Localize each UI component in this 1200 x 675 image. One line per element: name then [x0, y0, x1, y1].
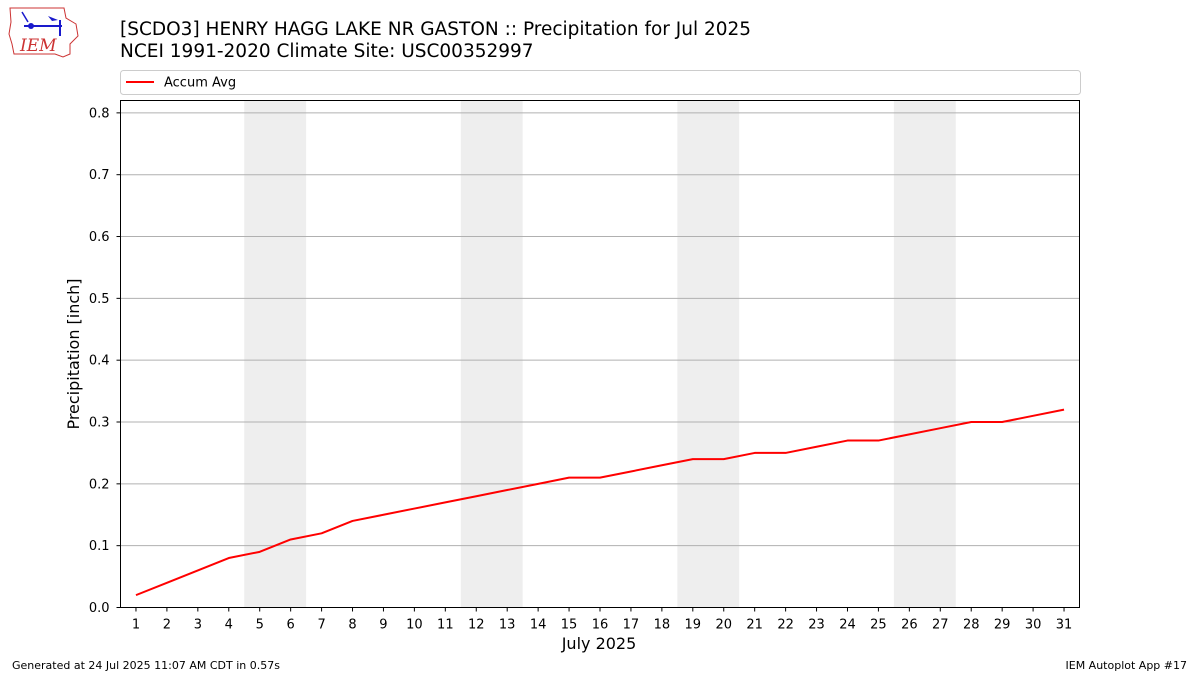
x-tick-label: 20: [715, 618, 732, 633]
x-tick-label: 15: [561, 618, 578, 633]
x-tick-label: 26: [901, 618, 918, 633]
x-tick-label: 3: [194, 618, 202, 633]
x-tick-label: 4: [225, 618, 233, 633]
x-tick-label: 25: [870, 618, 887, 633]
x-tick-label: 10: [406, 618, 423, 633]
x-tick-label: 16: [592, 618, 609, 633]
weekend-bands: [244, 100, 956, 608]
x-tick-label: 22: [777, 618, 794, 633]
y-tick-label: 0.1: [89, 539, 110, 554]
weekend-band: [244, 100, 307, 608]
x-tick-label: 8: [348, 618, 356, 633]
x-tick-label: 19: [685, 618, 702, 633]
x-tick-label: 7: [317, 618, 325, 633]
chart-subtitle: NCEI 1991-2020 Climate Site: USC00352997: [120, 41, 534, 62]
x-tick-label: 11: [437, 618, 454, 633]
y-tick-label: 0.8: [89, 106, 110, 121]
x-tick-label: 24: [839, 618, 856, 633]
iem-logo: IEM: [8, 7, 79, 58]
x-tick-label: 5: [256, 618, 264, 633]
x-tick-label: 17: [623, 618, 640, 633]
x-tick-label: 12: [468, 618, 485, 633]
x-tick-label: 21: [746, 618, 763, 633]
y-axis: 0.0 0.1 0.2 0.3 0.4 0.5 0.6 0.7 0.8: [89, 106, 121, 616]
x-tick-label: 6: [287, 618, 295, 633]
x-tick-label: 29: [994, 618, 1011, 633]
y-tick-label: 0.3: [89, 416, 110, 431]
x-tick-label: 13: [499, 618, 516, 633]
x-axis: 1 2 3 4 5 6 7 8 9 10 11 12 13 14 15 16 17 18 19 20 21 22 23 24 2…: [132, 607, 1073, 633]
x-tick-label: 14: [530, 618, 547, 633]
y-axis-label: Precipitation [inch]: [64, 278, 83, 429]
legend-label-accum-avg: Accum Avg: [164, 76, 236, 91]
weekend-band: [893, 100, 956, 608]
x-tick-label: 1: [132, 618, 140, 633]
x-tick-label: 30: [1025, 618, 1042, 633]
series-line-accum-avg: [135, 408, 1065, 597]
x-tick-label: 2: [163, 618, 171, 633]
footer-generated: Generated at 24 Jul 2025 11:07 AM CDT in…: [12, 659, 280, 672]
x-axis-label: July 2025: [561, 634, 637, 653]
x-tick-label: 28: [963, 618, 980, 633]
weekend-band: [460, 100, 523, 608]
y-tick-label: 0.5: [89, 292, 110, 307]
y-tick-label: 0.2: [89, 477, 110, 492]
x-tick-label: 31: [1056, 618, 1073, 633]
footer-app: IEM Autoplot App #17: [1065, 659, 1188, 672]
x-tick-label: 23: [808, 618, 825, 633]
series-layer: [135, 408, 1065, 597]
chart-title: [SCDO3] HENRY HAGG LAKE NR GASTON :: Pre…: [120, 19, 751, 40]
x-tick-label: 27: [932, 618, 949, 633]
y-tick-label: 0.0: [89, 601, 110, 616]
y-tick-label: 0.6: [89, 230, 110, 245]
logo-text: IEM: [19, 36, 57, 56]
y-tick-label: 0.7: [89, 168, 110, 183]
x-tick-label: 9: [379, 618, 387, 633]
gridlines: [120, 112, 1080, 547]
x-tick-label: 18: [654, 618, 671, 633]
y-tick-label: 0.4: [89, 354, 110, 369]
weekend-band: [677, 100, 740, 608]
legend: Accum Avg: [120, 70, 1081, 95]
